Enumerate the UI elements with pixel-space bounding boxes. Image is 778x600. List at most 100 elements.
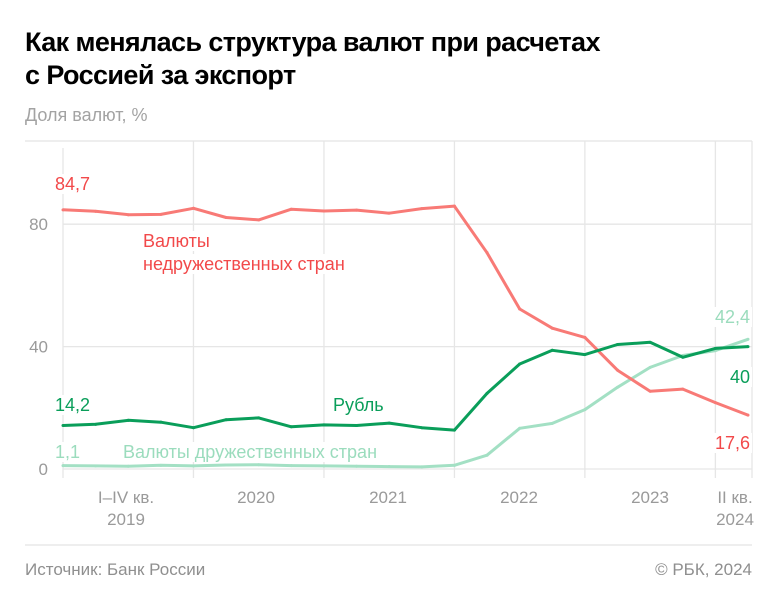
label-background xyxy=(727,367,752,387)
label-background xyxy=(141,254,347,274)
series-label: 17,6 xyxy=(715,433,750,453)
data-point xyxy=(191,464,195,468)
x-tick-label: 2024 xyxy=(716,510,754,529)
label-background xyxy=(712,307,752,327)
series-0 xyxy=(61,204,750,417)
label-background xyxy=(53,174,93,194)
series-label: Валюты дружественных стран xyxy=(123,442,377,462)
label-background xyxy=(53,395,93,415)
series-line xyxy=(62,340,749,432)
source-note: Источник: Банк России xyxy=(25,560,205,579)
data-point xyxy=(485,391,489,395)
data-point xyxy=(616,385,620,389)
data-point xyxy=(420,426,424,430)
data-point xyxy=(191,426,195,430)
series-line xyxy=(62,337,749,469)
data-point xyxy=(94,422,98,426)
data-point xyxy=(681,355,685,359)
series-label: 84,7 xyxy=(55,174,90,194)
data-point xyxy=(159,463,163,467)
chart-title-line-1: Как менялась структура валют при расчета… xyxy=(25,27,600,57)
y-tick-label: 80 xyxy=(29,215,48,234)
data-point xyxy=(583,408,587,412)
data-point xyxy=(485,251,489,255)
x-tick-label: I–IV кв. xyxy=(98,488,154,507)
data-point xyxy=(518,426,522,430)
data-point xyxy=(550,326,554,330)
series-1 xyxy=(61,340,750,432)
label-background xyxy=(121,442,380,462)
data-point xyxy=(355,208,359,212)
data-point xyxy=(452,204,456,208)
series-lines xyxy=(61,204,750,469)
gridlines xyxy=(62,141,753,478)
data-point xyxy=(485,453,489,457)
data-point xyxy=(387,421,391,425)
chart-title-line-2: с Россией за экспорт xyxy=(25,60,296,90)
copyright: © РБК, 2024 xyxy=(655,560,752,579)
y-tick-label: 40 xyxy=(29,338,48,357)
x-tick-label: 2021 xyxy=(369,488,407,507)
data-point xyxy=(289,464,293,468)
chart-subtitle: Доля валют, % xyxy=(25,105,148,125)
data-point xyxy=(648,389,652,393)
data-point xyxy=(355,464,359,468)
data-point xyxy=(681,387,685,391)
data-point xyxy=(159,212,163,216)
series-label: Валюты xyxy=(143,231,210,251)
data-point xyxy=(420,207,424,211)
data-point xyxy=(452,428,456,432)
data-point xyxy=(94,464,98,468)
x-tick-label: 2019 xyxy=(107,510,145,529)
data-point xyxy=(224,463,228,467)
data-point xyxy=(355,424,359,428)
label-background xyxy=(331,395,386,415)
data-point xyxy=(289,207,293,211)
series-labels: 84,7 Валюты недружественных стран 17,6 14,2 Р… xyxy=(53,174,752,462)
data-point xyxy=(648,340,652,344)
data-point xyxy=(518,307,522,311)
x-tick-label: 2022 xyxy=(500,488,538,507)
data-point xyxy=(257,463,261,467)
label-background xyxy=(53,442,83,462)
series-label: недружественных стран xyxy=(143,254,345,274)
data-point xyxy=(257,218,261,222)
data-point xyxy=(322,423,326,427)
data-point xyxy=(224,215,228,219)
data-point xyxy=(126,213,130,217)
data-point xyxy=(257,416,261,420)
data-point xyxy=(159,420,163,424)
data-point xyxy=(94,209,98,213)
x-axis-ticks: I–IV кв. 2019 2020 2021 2022 2023 II кв. 2024 xyxy=(98,488,754,529)
data-point xyxy=(387,211,391,215)
data-point xyxy=(61,464,65,468)
data-point xyxy=(616,342,620,346)
data-point xyxy=(550,421,554,425)
data-point xyxy=(713,346,717,350)
data-point xyxy=(61,208,65,212)
data-point xyxy=(518,362,522,366)
data-point xyxy=(387,465,391,469)
data-point xyxy=(648,365,652,369)
data-point xyxy=(322,464,326,468)
data-point xyxy=(289,425,293,429)
series-label: 40 xyxy=(730,367,750,387)
data-point xyxy=(126,464,130,468)
data-point xyxy=(746,413,750,417)
y-tick-label: 0 xyxy=(39,460,48,479)
data-point xyxy=(322,209,326,213)
data-point xyxy=(746,345,750,349)
series-label: 42,4 xyxy=(715,307,750,327)
label-background xyxy=(141,231,212,251)
data-point xyxy=(713,401,717,405)
y-axis-ticks: 0 40 80 xyxy=(29,215,48,479)
series-label: 1,1 xyxy=(55,442,80,462)
data-point xyxy=(191,206,195,210)
x-tick-label: II кв. xyxy=(717,488,752,507)
series-label: Рубль xyxy=(333,395,384,415)
data-point xyxy=(550,348,554,352)
data-point xyxy=(583,335,587,339)
x-tick-label: 2020 xyxy=(237,488,275,507)
label-background xyxy=(712,433,752,453)
data-point xyxy=(583,353,587,357)
